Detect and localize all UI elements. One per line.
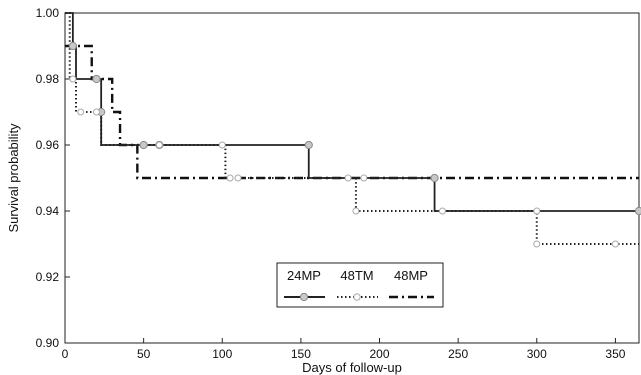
legend-label-48mp: 48MP: [394, 268, 428, 283]
x-tick-label: 300: [527, 347, 547, 361]
y-tick-label: 0.92: [36, 270, 60, 284]
censor-marker-48tm: [218, 141, 226, 149]
censor-marker-48tm: [438, 207, 446, 215]
x-tick-label: 350: [605, 347, 625, 361]
censor-marker-48tm: [77, 108, 85, 116]
censor-marker-48tm: [611, 240, 619, 248]
censor-marker-24mp: [304, 140, 313, 150]
y-tick-label: 0.90: [36, 336, 60, 350]
x-axis-ticks: 0 50 100 150 200 250 300 350: [62, 338, 626, 361]
x-tick-label: 0: [62, 347, 69, 361]
censor-marker-48tm: [533, 240, 541, 248]
legend-label-48tm: 48TM: [340, 268, 373, 283]
censor-marker-48tm: [352, 207, 360, 215]
censor-marker-24mp: [634, 206, 641, 216]
x-axis-title: Days of follow-up: [302, 360, 402, 375]
censor-marker-24mp: [139, 140, 148, 150]
legend: 24MP 48TM 48MP: [276, 262, 444, 308]
censor-markers: [68, 41, 641, 248]
y-tick-label: 1.00: [36, 6, 60, 20]
y-axis-title: Survival probability: [6, 123, 21, 233]
censor-marker-48tm: [360, 174, 368, 182]
censor-marker-24mp: [430, 173, 439, 183]
censor-marker-48tm: [69, 75, 77, 83]
x-tick-label: 100: [212, 347, 232, 361]
y-tick-label: 0.96: [36, 138, 60, 152]
series-layer: [65, 12, 639, 245]
x-tick-label: 150: [291, 347, 311, 361]
censor-marker-24mp: [68, 41, 77, 51]
legend-marker-24mp: [299, 292, 309, 302]
series-line-24mp: [65, 12, 639, 212]
censor-marker-48tm: [234, 174, 242, 182]
censor-marker-48tm: [155, 141, 163, 149]
legend-marker-48tm: [353, 293, 361, 301]
legend-label-24mp: 24MP: [287, 268, 321, 283]
censor-marker-24mp: [92, 74, 101, 84]
censor-marker-48tm: [92, 108, 100, 116]
x-tick-label: 250: [448, 347, 468, 361]
y-tick-label: 0.98: [36, 72, 60, 86]
y-axis-ticks: 0.90 0.92 0.94 0.96 0.98 1.00: [36, 6, 70, 350]
series-line-48tm: [65, 12, 639, 245]
censor-marker-48tm: [533, 207, 541, 215]
series-line-48mp: [65, 44, 639, 180]
x-tick-label: 50: [137, 347, 151, 361]
censor-marker-48tm: [344, 174, 352, 182]
x-tick-label: 200: [370, 347, 390, 361]
censor-marker-48tm: [226, 174, 234, 182]
y-tick-label: 0.94: [36, 204, 60, 218]
